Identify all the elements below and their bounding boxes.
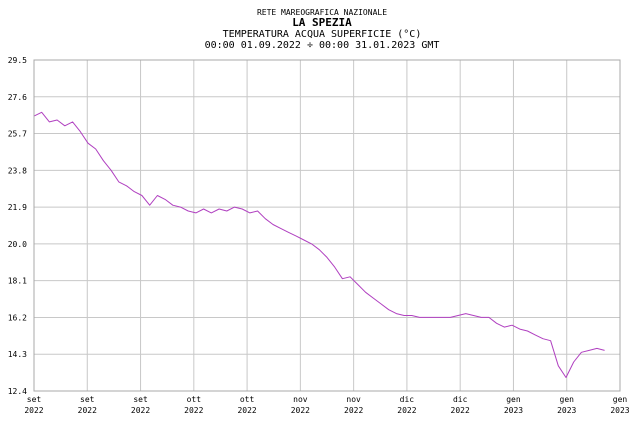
x-tick-month: dic — [453, 395, 468, 404]
x-tick-year: 2023 — [557, 406, 576, 415]
y-tick-label: 25.7 — [8, 130, 27, 139]
x-tick-month: nov — [293, 395, 308, 404]
grid — [33, 59, 621, 392]
x-tick-month: ott — [187, 395, 202, 404]
x-tick-month: gen — [560, 395, 575, 404]
y-tick-label: 14.3 — [8, 350, 27, 359]
x-tick-year: 2022 — [344, 406, 363, 415]
chart-title-variable: TEMPERATURA ACQUA SUPERFICIE (°C) — [223, 29, 422, 40]
x-tick-year: 2022 — [451, 406, 470, 415]
x-tick-year: 2022 — [237, 406, 256, 415]
x-axis-ticks: set 2022 set 2022 set 2022 ott 2022 ott 2022 nov 20… — [24, 395, 629, 415]
y-tick-label: 29.5 — [8, 56, 27, 65]
y-axis-ticks: 29.5 27.6 25.7 23.8 21.9 20.0 18.1 16.2 14.3 12.4 — [8, 56, 27, 396]
y-tick-label: 27.6 — [8, 93, 27, 102]
x-tick-month: set — [133, 395, 148, 404]
x-tick-month: gen — [506, 395, 521, 404]
x-tick-month: nov — [346, 395, 361, 404]
x-tick-year: 2023 — [504, 406, 523, 415]
x-tick-year: 2022 — [131, 406, 150, 415]
x-tick-month: set — [27, 395, 42, 404]
x-tick-year: 2022 — [24, 406, 43, 415]
plot-frame — [33, 59, 621, 392]
chart-title-network: RETE MAREOGRAFICA NAZIONALE — [257, 8, 387, 17]
y-tick-label: 18.1 — [8, 277, 27, 286]
series-line — [33, 111, 605, 378]
x-tick-year: 2022 — [184, 406, 203, 415]
x-tick-year: 2022 — [397, 406, 416, 415]
x-tick-year: 2022 — [78, 406, 97, 415]
chart-title-period: 00:00 01.09.2022 ÷ 00:00 31.01.2023 GMT — [205, 40, 440, 51]
x-tick-month: dic — [400, 395, 415, 404]
x-tick-month: set — [80, 395, 95, 404]
y-tick-label: 16.2 — [8, 313, 27, 322]
y-tick-label: 12.4 — [8, 387, 27, 396]
y-tick-label: 21.9 — [8, 203, 27, 212]
y-tick-label: 23.8 — [8, 166, 27, 175]
series-layer — [33, 111, 605, 378]
y-tick-label: 20.0 — [8, 240, 27, 249]
x-tick-month: ott — [240, 395, 255, 404]
x-tick-month: gen — [613, 395, 628, 404]
x-tick-year: 2023 — [610, 406, 629, 415]
x-tick-year: 2022 — [291, 406, 310, 415]
chart-title-station: LA SPEZIA — [292, 16, 352, 29]
